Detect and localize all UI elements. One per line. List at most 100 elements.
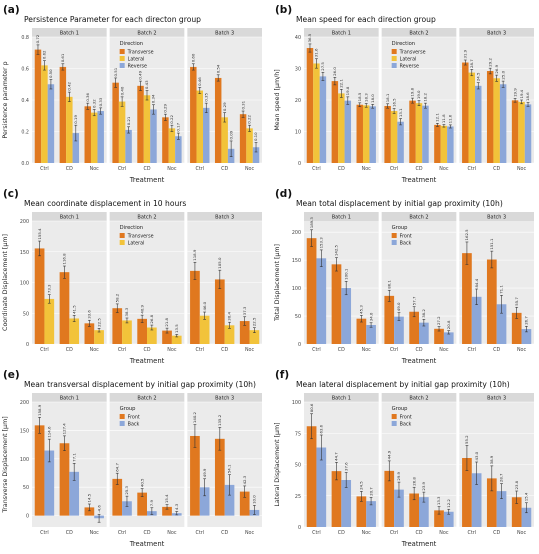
y-tick-label: 30 <box>295 67 301 73</box>
bar-reverse <box>72 133 80 163</box>
data-label: 49.9 <box>202 468 207 477</box>
legend-title: Direction <box>392 41 415 47</box>
data-label: 0.35 <box>203 92 208 101</box>
y-tick-label: 0.4 <box>21 98 29 104</box>
legend-entry: Lateral <box>128 56 145 62</box>
facet-strip-label: Batch 3 <box>487 31 506 37</box>
data-label: 18.2 <box>423 92 428 101</box>
data-label: 10.0 <box>252 495 257 504</box>
legend-swatch <box>391 49 397 54</box>
bar-back <box>443 332 454 344</box>
bar-front <box>162 506 172 516</box>
facet-strip <box>459 393 534 402</box>
x-tick-label: Noc <box>90 530 100 536</box>
data-label: 38.9 <box>489 455 494 464</box>
y-tick-label: 200 <box>20 219 29 225</box>
data-label: 44.9 <box>386 450 391 459</box>
data-label: 16.5 <box>391 98 396 107</box>
data-label: 28.7 <box>499 473 504 482</box>
data-label: 55.7 <box>514 297 519 306</box>
facet-strip-label: Batch 1 <box>332 396 351 402</box>
y-axis-label: Mean speed [µm/h] <box>274 69 281 130</box>
data-label: 22.1 <box>339 79 344 88</box>
y-tick-label: 200 <box>20 400 29 406</box>
data-label: 23.9 <box>421 481 426 490</box>
facet-strip <box>109 212 185 221</box>
bar-front <box>331 264 342 344</box>
x-tick-label: CD <box>221 166 228 172</box>
x-tick-label: CD <box>415 347 422 353</box>
bar-front <box>409 311 419 344</box>
facet-strip <box>109 28 185 37</box>
bar-lateral <box>493 78 500 163</box>
y-tick-label: 100 <box>20 281 29 287</box>
x-tick-label: Noc <box>362 166 372 172</box>
x-tick-label: CD <box>143 530 150 536</box>
x-tick-label: Noc <box>245 166 255 172</box>
data-label: 37.3 <box>242 306 247 315</box>
bar-reverse <box>422 105 429 163</box>
bar-lateral <box>94 330 104 344</box>
x-tick-label: Ctrl <box>40 347 49 353</box>
data-label: 20.7 <box>368 487 373 496</box>
legend-title: Group <box>392 406 408 412</box>
bar-reverse <box>175 136 182 163</box>
data-label: 21.8 <box>164 317 169 326</box>
data-label: 26.0 <box>332 67 337 76</box>
y-tick-label: 150 <box>20 428 29 434</box>
chart-f: (f) Mean lateral displacement by initial … <box>274 369 534 548</box>
facet-strip <box>109 393 185 402</box>
bar-front <box>190 435 200 516</box>
data-label: 189.3 <box>309 217 314 229</box>
data-label: 27.2 <box>436 316 441 325</box>
x-tick-label: Noc <box>167 530 177 536</box>
bar-front <box>239 491 250 516</box>
bar-lateral <box>147 327 157 344</box>
data-label: 19.4 <box>519 89 524 98</box>
panel-label: (d) <box>275 188 292 200</box>
x-tick-label: CD <box>66 530 73 536</box>
bar-transverse <box>462 62 469 163</box>
bar-reverse <box>47 84 55 163</box>
y-tick-label: 0 <box>298 342 301 348</box>
panel-label: (c) <box>3 188 19 200</box>
bar-front <box>434 328 444 344</box>
data-label: 118.9 <box>192 249 197 261</box>
facet-strip-label: Batch 2 <box>137 215 156 221</box>
x-tick-label: CD <box>415 530 422 536</box>
data-label: 0.22 <box>169 115 174 124</box>
x-tick-label: Ctrl <box>312 530 321 536</box>
bar-back <box>419 322 429 344</box>
x-tick-label: Noc <box>439 166 449 172</box>
data-label: 54.1 <box>227 464 232 473</box>
x-axis-label: Treatment <box>129 540 165 548</box>
bar-front <box>511 497 522 527</box>
bar-transverse <box>84 323 95 344</box>
bar-lateral <box>249 330 260 344</box>
facet-strip <box>381 28 457 37</box>
y-tick-label: 25 <box>295 494 301 500</box>
data-label: 0.61 <box>60 53 65 62</box>
bar-front <box>84 507 95 516</box>
data-label: 0.62 <box>42 50 47 59</box>
data-label: 135.2 <box>217 414 222 426</box>
x-tick-label: Ctrl <box>390 347 399 353</box>
data-label: 15.4 <box>524 492 529 501</box>
data-label: 0.32 <box>91 99 96 108</box>
bar-transverse <box>137 85 144 163</box>
data-label: 29.2 <box>487 57 492 66</box>
bar-transverse <box>162 330 172 344</box>
data-label: 29.9 <box>396 471 401 480</box>
data-label: 0.09 <box>228 130 233 139</box>
data-label: 18.3 <box>363 93 368 102</box>
legend-entry: Front <box>400 233 412 239</box>
data-label: 27.5 <box>320 62 325 71</box>
y-tick-label: 40 <box>295 35 301 41</box>
data-label: 0.10 <box>253 132 258 141</box>
bar-back <box>122 501 132 516</box>
y-tick-label: 0.6 <box>21 67 29 73</box>
data-label: 44.7 <box>334 452 339 461</box>
x-tick-label: Noc <box>90 166 100 172</box>
bar-front <box>34 425 45 516</box>
x-tick-label: CD <box>493 530 500 536</box>
